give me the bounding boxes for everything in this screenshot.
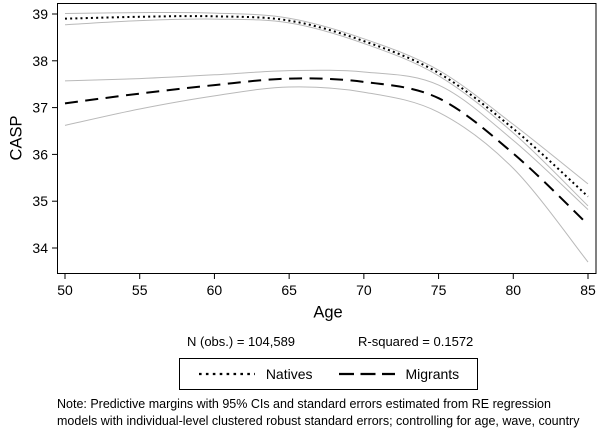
y-tick-label: 34	[32, 240, 48, 256]
natives-dotted-line-swatch	[198, 372, 255, 376]
migrants-dashed-line-swatch	[338, 372, 395, 376]
migrants-ci-lower	[64, 86, 589, 263]
y-tick-label: 37	[32, 100, 48, 116]
legend-label-migrants: Migrants	[405, 366, 460, 382]
casp-age-chart: 34 35 36 37 38 39 50 55 60 65 70 75 80 85	[32, 3, 597, 298]
y-tick-label: 39	[32, 6, 48, 22]
legend-label-natives: Natives	[265, 366, 313, 382]
x-tick-label: 80	[505, 282, 521, 298]
natives-ci-lower	[64, 18, 589, 207]
natives-line	[64, 15, 589, 198]
legend-entry-migrants: Migrants	[338, 366, 460, 382]
x-tick-label: 70	[356, 282, 372, 298]
x-tick-label: 65	[281, 282, 297, 298]
natives-ci-upper	[64, 11, 589, 185]
note-line-2: models with individual-level clustered r…	[57, 414, 580, 428]
y-tick-label: 35	[32, 193, 48, 209]
y-tick-label: 38	[32, 53, 48, 69]
note-text: Note: Predictive margins with 95% CIs an…	[57, 396, 600, 430]
x-tick-label: 50	[57, 282, 73, 298]
x-tick-label: 60	[207, 282, 223, 298]
migrants-line	[64, 77, 589, 226]
x-tick-label: 85	[580, 282, 596, 298]
x-axis-title: Age	[313, 303, 343, 322]
legend-entry-natives: Natives	[198, 366, 313, 382]
n-obs-text: N (obs.) = 104,589	[187, 334, 296, 349]
r-squared-text: R-squared = 0.1572	[358, 334, 474, 349]
y-tick-label: 36	[32, 146, 48, 162]
legend: Natives Migrants	[179, 358, 478, 390]
plot-border	[57, 3, 597, 274]
x-tick-label: 75	[431, 282, 447, 298]
note-line-1: Note: Predictive margins with 95% CIs an…	[57, 397, 551, 411]
x-tick-label: 55	[132, 282, 148, 298]
y-axis-title: CASP	[7, 115, 26, 161]
migrants-ci-upper	[64, 69, 589, 210]
